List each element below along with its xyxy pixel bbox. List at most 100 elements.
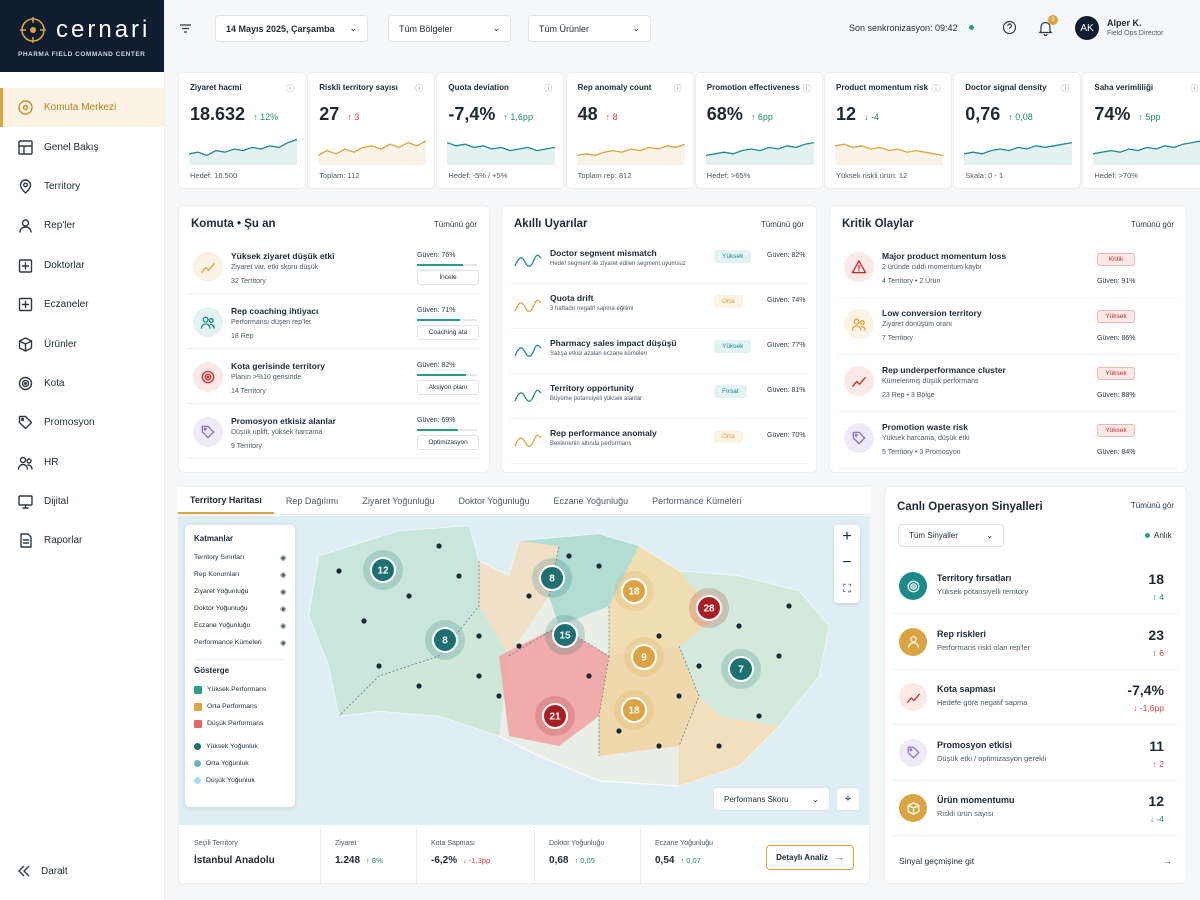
zoom-in-button[interactable]: + bbox=[842, 528, 852, 545]
rep-location-marker[interactable] bbox=[676, 693, 682, 699]
kpi-card[interactable]: Rep anomaly count ⓘ 48 ↑ 8 Toplam rep: 812 bbox=[565, 72, 694, 189]
layer-toggle[interactable]: Rep Konumları ◉ bbox=[194, 566, 286, 583]
rep-location-marker[interactable] bbox=[406, 593, 412, 599]
kpi-card[interactable]: Saha verimliliği ⓘ 74% ↑ 5pp Hedef: >70% bbox=[1082, 72, 1200, 189]
cluster-marker[interactable]: 18 bbox=[614, 571, 654, 611]
rep-location-marker[interactable] bbox=[476, 633, 482, 639]
sidebar-item-9[interactable]: HR bbox=[0, 443, 164, 482]
info-icon[interactable]: ⓘ bbox=[544, 84, 553, 93]
alert-row[interactable]: Quota drift 3 haftadır negatif sapma eği… bbox=[510, 285, 808, 329]
rep-location-marker[interactable] bbox=[336, 568, 342, 574]
cluster-marker[interactable]: 8 bbox=[425, 620, 465, 660]
map-tab[interactable]: Rep Dağılımı bbox=[285, 495, 339, 506]
kpi-card[interactable]: Ziyaret hacmi ⓘ 18.632 ↑ 12% Hedef: 16.500 bbox=[178, 72, 306, 189]
sidebar-item-2[interactable]: Territory bbox=[0, 167, 164, 206]
sidebar-item-3[interactable]: Rep'ler bbox=[0, 206, 164, 245]
rep-location-marker[interactable] bbox=[516, 643, 522, 649]
layer-toggle[interactable]: Territory Sınırları ◉ bbox=[194, 549, 286, 566]
alert-row[interactable]: Territory opportunity Büyüme potansiyeli… bbox=[510, 375, 808, 419]
signal-row[interactable]: Territory fırsatları Yüksek potansiyelli… bbox=[893, 559, 1178, 614]
region-select[interactable]: Tüm Bölgeler ⌄ bbox=[388, 15, 511, 42]
rep-location-marker[interactable] bbox=[616, 728, 622, 734]
cluster-marker[interactable]: 21 bbox=[535, 696, 575, 736]
map-tab[interactable]: Territory Haritası bbox=[178, 487, 274, 514]
rep-location-marker[interactable] bbox=[496, 693, 502, 699]
sidebar-item-1[interactable]: Genel Bakış bbox=[0, 127, 164, 166]
rep-location-marker[interactable] bbox=[566, 553, 572, 559]
kpi-card[interactable]: Riskli territory sayısı ⓘ 27 ↑ 3 Toplam: 1… bbox=[307, 72, 436, 189]
row-action-button[interactable]: Coaching ata bbox=[417, 325, 479, 340]
alert-row[interactable]: Doctor segment mismatch Hedef segment il… bbox=[510, 240, 808, 284]
date-select[interactable]: 14 Mayıs 2025, Çarşamba ⌄ bbox=[215, 15, 368, 42]
signals-see-all-link[interactable]: Tümünü gör bbox=[1130, 501, 1174, 510]
rep-location-marker[interactable] bbox=[361, 618, 367, 624]
eye-icon[interactable]: ◉ bbox=[280, 588, 286, 596]
signal-row[interactable]: Promosyon etkisi Düşük etki / optimizasy… bbox=[893, 726, 1178, 781]
info-icon[interactable]: ⓘ bbox=[1061, 84, 1070, 93]
rep-location-marker[interactable] bbox=[696, 663, 702, 669]
kpi-card[interactable]: Promotion effectiveness ⓘ 68% ↑ 6pp Hedef:… bbox=[694, 72, 823, 189]
command-row[interactable]: Yüksek ziyaret düşük etki Ziyaret var, e… bbox=[187, 242, 481, 294]
row-action-button[interactable]: İncele bbox=[417, 270, 479, 285]
layer-toggle[interactable]: Eczane Yoğunluğu ◉ bbox=[194, 617, 286, 634]
cluster-marker[interactable]: 7 bbox=[721, 649, 761, 689]
help-icon[interactable] bbox=[1002, 20, 1017, 35]
sidebar-item-11[interactable]: Raporlar bbox=[0, 521, 164, 560]
info-icon[interactable]: ⓘ bbox=[1190, 84, 1199, 93]
product-select[interactable]: Tüm Ürünler ⌄ bbox=[528, 15, 651, 42]
cluster-marker[interactable]: 18 bbox=[614, 690, 654, 730]
locate-button[interactable]: ⌖ bbox=[836, 787, 860, 811]
map-tab[interactable]: Doktor Yoğunluğu bbox=[458, 495, 530, 506]
layer-toggle[interactable]: Doktor Yoğunluğu ◉ bbox=[194, 600, 286, 617]
layer-toggle[interactable]: Performance Kümeleri ◉ bbox=[194, 634, 286, 651]
layer-toggle[interactable]: Ziyaret Yoğunluğu ◉ bbox=[194, 583, 286, 600]
map-metric-select[interactable]: Performans Skoru ⌄ bbox=[713, 787, 830, 811]
bell-icon[interactable] bbox=[1038, 20, 1053, 36]
cluster-marker[interactable]: 12 bbox=[363, 550, 403, 590]
row-action-button[interactable]: Optimizasyon bbox=[417, 435, 479, 450]
sidebar-item-5[interactable]: Eczaneler bbox=[0, 285, 164, 324]
rep-location-marker[interactable] bbox=[736, 623, 742, 629]
eye-icon[interactable]: ◉ bbox=[280, 622, 286, 630]
sidebar-item-8[interactable]: Promosyon bbox=[0, 403, 164, 442]
cluster-marker[interactable]: 8 bbox=[532, 558, 572, 598]
alerts-see-all-link[interactable]: Tümünü gör bbox=[760, 220, 804, 229]
rep-location-marker[interactable] bbox=[436, 543, 442, 549]
collapse-button[interactable]: Daralt bbox=[17, 864, 68, 878]
cluster-marker[interactable]: 15 bbox=[545, 615, 585, 655]
critical-see-all-link[interactable]: Tümünü gör bbox=[1130, 220, 1174, 229]
command-row[interactable]: Kota gerisinde territory Planın >%10 ger… bbox=[187, 352, 481, 404]
rep-location-marker[interactable] bbox=[716, 743, 722, 749]
command-row[interactable]: Promosyon etkisiz alanlar Düşük uplift, … bbox=[187, 407, 481, 459]
critical-row[interactable]: Major product momentum loss 2 üründe cid… bbox=[838, 242, 1178, 298]
rep-location-marker[interactable] bbox=[416, 683, 422, 689]
rep-location-marker[interactable] bbox=[476, 673, 482, 679]
command-row[interactable]: Rep coaching ihtiyacı Performansı düşen … bbox=[187, 297, 481, 349]
rep-location-marker[interactable] bbox=[776, 653, 782, 659]
info-icon[interactable]: ⓘ bbox=[415, 84, 424, 93]
sidebar-item-0[interactable]: Komuta Merkezi bbox=[0, 88, 164, 128]
signal-row[interactable]: Kota sapması Hedefe göre negatif sapma -… bbox=[893, 670, 1178, 725]
critical-row[interactable]: Promotion waste risk Yüksek harcama, düş… bbox=[838, 413, 1178, 469]
info-icon[interactable]: ⓘ bbox=[932, 84, 940, 93]
command-see-all-link[interactable]: Tümünü gör bbox=[433, 220, 477, 229]
rep-location-marker[interactable] bbox=[456, 573, 462, 579]
rep-location-marker[interactable] bbox=[586, 673, 592, 679]
kpi-card[interactable]: Doctor signal density ⓘ 0,76 ↑ 0,08 Skala:… bbox=[953, 72, 1082, 189]
rep-location-marker[interactable] bbox=[756, 713, 762, 719]
rep-location-marker[interactable] bbox=[596, 563, 602, 569]
avatar[interactable]: AK bbox=[1075, 16, 1099, 40]
sidebar-item-4[interactable]: Doktorlar bbox=[0, 246, 164, 285]
rep-location-marker[interactable] bbox=[786, 603, 792, 609]
info-icon[interactable]: ⓘ bbox=[673, 84, 682, 93]
info-icon[interactable]: ⓘ bbox=[802, 84, 811, 93]
eye-icon[interactable]: ◉ bbox=[280, 639, 286, 647]
critical-row[interactable]: Rep underperformance cluster Kümelenmiş … bbox=[838, 356, 1178, 412]
info-icon[interactable]: ⓘ bbox=[286, 84, 294, 93]
sidebar-item-6[interactable]: Ürünler bbox=[0, 324, 164, 363]
kpi-card[interactable]: Quota deviation ⓘ -7,4% ↑ 1,6pp Hedef: -5%… bbox=[436, 72, 565, 189]
sidebar-item-7[interactable]: Kota bbox=[0, 364, 164, 403]
signal-row[interactable]: Ürün momentumu Riskli ürün sayısı 12 ↓ -… bbox=[893, 781, 1178, 836]
zoom-out-button[interactable]: − bbox=[842, 554, 852, 571]
rep-location-marker[interactable] bbox=[376, 663, 382, 669]
